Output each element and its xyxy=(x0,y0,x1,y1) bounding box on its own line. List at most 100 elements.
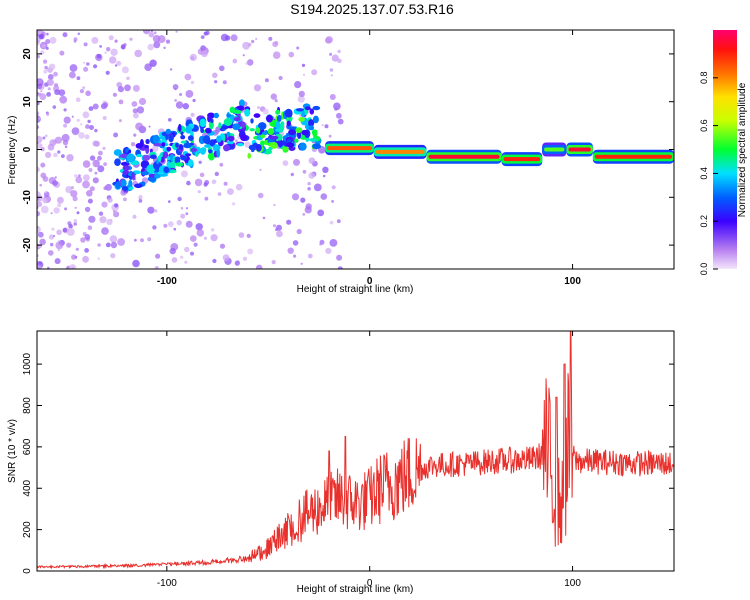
spectrogram-noise-cell xyxy=(177,196,182,202)
spectrogram-noise-cell xyxy=(185,90,194,98)
spectrogram-noise-cell xyxy=(336,219,341,224)
spectrogram-noise-cell xyxy=(124,84,131,92)
spectrogram-scatter-cell xyxy=(286,120,291,127)
spectrogram-scatter-cell xyxy=(257,122,267,130)
colorbar-label: Normalized spectral amplitude xyxy=(737,82,748,217)
spectrogram-noise-cell xyxy=(76,211,80,215)
spectrogram-scatter-cell xyxy=(241,121,246,129)
spectrogram-noise-cell xyxy=(136,106,145,114)
spectrogram-noise-cell xyxy=(104,51,107,54)
spectrogram-noise-cell xyxy=(48,250,54,256)
spectrogram-noise-cell xyxy=(92,103,99,110)
spectrogram-noise-cell xyxy=(86,62,90,66)
spectrogram-noise-cell xyxy=(73,222,77,226)
spectrogram-scatter-cell xyxy=(266,114,273,123)
spectrogram-noise-cell xyxy=(45,39,51,44)
spectrogram-xtick-label: 0 xyxy=(367,276,373,287)
spectrogram-noise-cell xyxy=(257,106,260,110)
spectrogram-noise-cell xyxy=(76,118,80,122)
spectrogram-scatter-cell xyxy=(284,108,293,118)
spectrogram-ytick-label: 0 xyxy=(22,146,33,152)
spectrogram-noise-cell xyxy=(80,123,83,126)
spectrogram-ridge-core xyxy=(594,154,672,159)
spectrogram-noise-cell xyxy=(106,218,113,226)
spectrogram-scatter-cell xyxy=(178,144,184,150)
spectrogram-noise-cell xyxy=(297,95,305,103)
spectrogram-scatter-cell xyxy=(121,186,129,191)
spectrogram-noise-cell xyxy=(313,183,322,192)
spectrogram-scatter-cell xyxy=(153,161,162,170)
spectrogram-noise-cell xyxy=(247,42,252,47)
spectrogram-noise-cell xyxy=(214,80,218,84)
spectrogram-noise-cell xyxy=(78,174,81,178)
spectrogram-scatter-cell xyxy=(113,149,122,156)
spectrogram-noise-cell xyxy=(331,200,334,203)
spectrogram-noise-cell xyxy=(66,154,74,162)
spectrogram-noise-cell xyxy=(55,241,64,250)
spectrogram-scatter-cell xyxy=(185,153,192,157)
spectrogram-noise-cell xyxy=(109,235,118,243)
spectrogram-noise-cell xyxy=(93,64,98,69)
spectrogram-noise-cell xyxy=(171,257,178,263)
spectrogram-noise-cell xyxy=(61,154,65,159)
spectrogram-scatter-cell xyxy=(308,138,318,142)
spectrogram-noise-cell xyxy=(83,42,88,47)
spectrogram-scatter-cell xyxy=(227,135,235,142)
spectrogram-scatter-cell xyxy=(157,155,162,162)
spectrogram-noise-cell xyxy=(243,256,247,261)
spectrogram-noise-cell xyxy=(63,108,67,112)
spectrogram-scatter-cell xyxy=(206,138,211,146)
spectrogram-noise-cell xyxy=(70,190,78,198)
spectrogram-noise-cell xyxy=(194,178,203,187)
spectrogram-noise-cell xyxy=(319,239,325,245)
spectrogram-scatter-cell xyxy=(188,159,194,167)
spectrogram-noise-cell xyxy=(39,238,46,246)
spectrogram-noise-cell xyxy=(196,229,204,237)
spectrogram-scatter-cell xyxy=(175,142,179,148)
spectrogram-noise-cell xyxy=(39,183,42,187)
spectrogram-noise-cell xyxy=(113,132,119,138)
spectrogram-noise-cell xyxy=(59,50,65,56)
spectrogram-noise-cell xyxy=(232,202,236,206)
spectrogram-noise-cell xyxy=(88,106,94,111)
spectrogram-noise-cell xyxy=(97,257,100,260)
spectrogram-noise-cell xyxy=(134,49,142,58)
spectrogram-noise-cell xyxy=(328,134,332,138)
spectrogram-noise-cell xyxy=(75,176,83,184)
spectrogram-scatter-cell xyxy=(301,110,305,118)
spectrogram-noise-cell xyxy=(82,255,89,263)
spectrogram-noise-cell xyxy=(182,103,189,110)
spectrogram-scatter-cell xyxy=(218,122,222,129)
figure-title: S194.2025.137.07.53.R16 xyxy=(290,1,454,17)
spectrogram-noise-cell xyxy=(83,66,89,72)
spectrogram-scatter-cell xyxy=(199,147,206,155)
spectrogram-noise-cell xyxy=(38,34,44,40)
spectrogram-noise-cell xyxy=(301,63,306,67)
spectrogram-noise-cell xyxy=(46,32,49,36)
spectrogram-noise-cell xyxy=(45,151,52,158)
spectrogram-noise-cell xyxy=(40,147,45,152)
spectrogram-noise-cell xyxy=(149,59,157,67)
spectrogram-scatter-cell xyxy=(236,143,244,147)
spectrogram-noise-cell xyxy=(179,93,183,96)
spectrogram-noise-cell xyxy=(334,107,338,111)
spectrogram-ridge-core xyxy=(568,147,591,152)
spectrogram-scatter-cell xyxy=(199,118,207,128)
spectrogram-scatter-cell xyxy=(180,156,187,161)
spectrogram-noise-cell xyxy=(272,224,277,228)
spectrogram-noise-cell xyxy=(298,90,305,97)
spectrogram-noise-cell xyxy=(217,192,222,196)
spectrogram-scatter-cell xyxy=(244,108,251,117)
spectrogram-noise-cell xyxy=(52,105,57,109)
spectrogram-noise-cell xyxy=(52,180,58,187)
spectrogram-noise-cell xyxy=(98,211,104,216)
spectrogram-noise-cell xyxy=(147,206,155,214)
spectrogram-scatter-cell xyxy=(296,108,304,112)
spectrogram-scatter-cell xyxy=(131,172,135,178)
spectrogram-scatter-cell xyxy=(226,131,231,137)
spectrogram-scatter-cell xyxy=(114,158,121,166)
spectrogram-ylabel: Frequency (Hz) xyxy=(7,116,18,185)
spectrogram-noise-cell xyxy=(337,118,344,125)
